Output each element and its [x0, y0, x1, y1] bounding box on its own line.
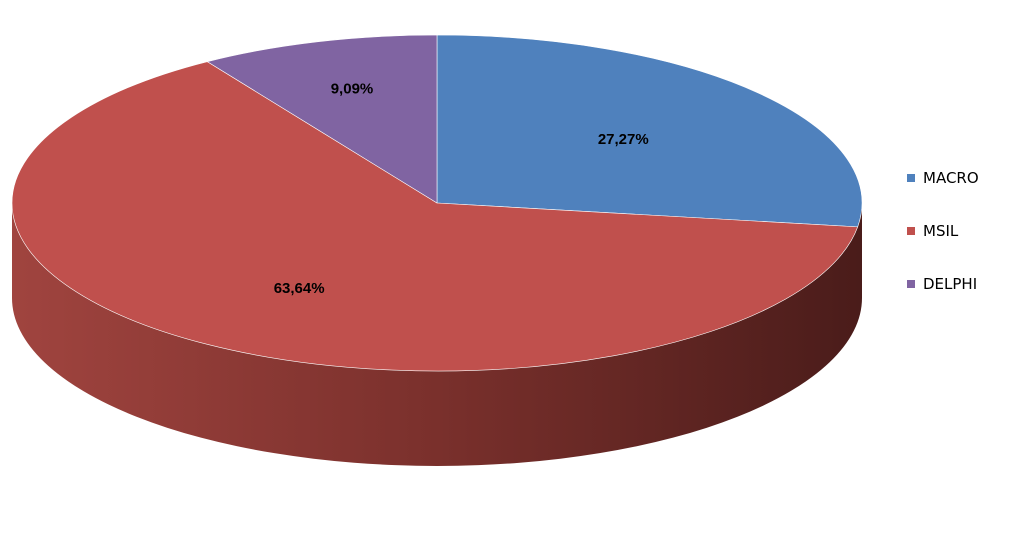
pie-slices — [11, 34, 863, 372]
data-label-macro: 27,27% — [598, 131, 649, 148]
pie-side-msil — [12, 203, 862, 466]
data-label-delphi: 9,09% — [331, 81, 374, 98]
legend: MACRO MSIL DELPHI — [907, 169, 979, 293]
legend-label-macro: MACRO — [923, 169, 979, 187]
pie-sides — [12, 203, 862, 466]
pie-slice-delphi — [206, 34, 438, 204]
data-labels: 27,27% 63,64% 9,09% — [274, 81, 649, 297]
legend-swatch-macro — [907, 174, 915, 182]
data-label-msil: 63,64% — [274, 280, 325, 297]
pie-slice-msil — [11, 61, 859, 372]
legend-swatch-msil — [907, 227, 915, 235]
pie-slice-macro — [436, 34, 863, 228]
legend-label-delphi: DELPHI — [923, 275, 977, 293]
legend-swatch-delphi — [907, 280, 915, 288]
legend-label-msil: MSIL — [923, 222, 959, 240]
